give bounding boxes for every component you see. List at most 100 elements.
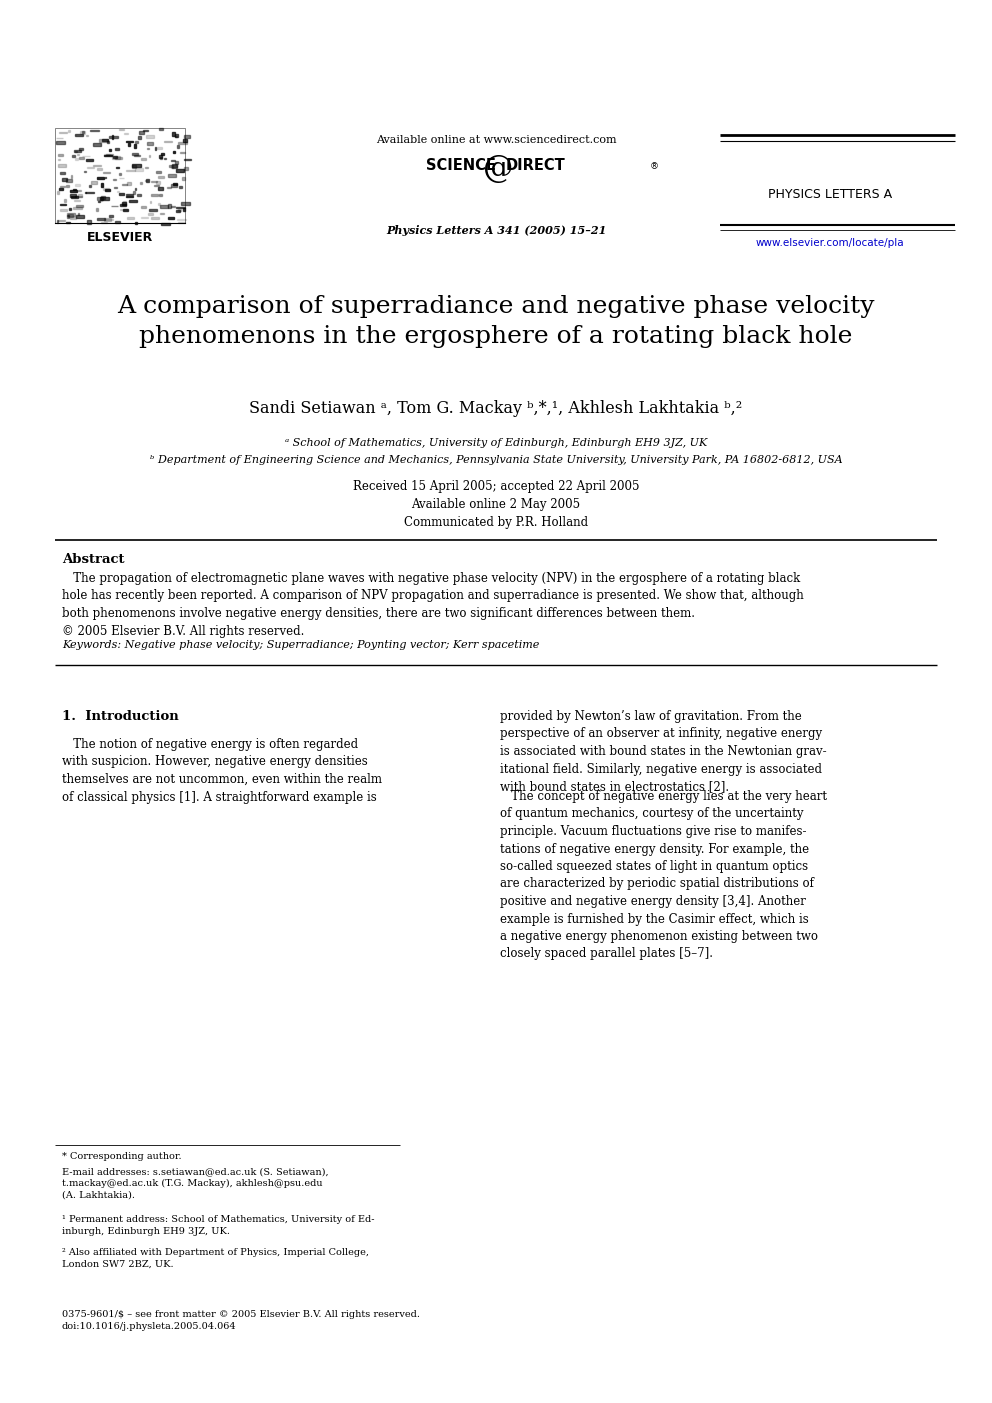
Polygon shape: [104, 219, 110, 220]
Text: Abstract: Abstract: [62, 553, 125, 565]
Text: A comparison of superradiance and negative phase velocity
phenomenons in the erg: A comparison of superradiance and negati…: [117, 295, 875, 348]
Polygon shape: [75, 133, 83, 136]
Polygon shape: [176, 209, 181, 212]
Polygon shape: [60, 188, 62, 191]
Polygon shape: [89, 185, 90, 187]
Polygon shape: [112, 156, 120, 159]
Polygon shape: [173, 184, 178, 185]
Polygon shape: [152, 194, 158, 196]
Polygon shape: [70, 175, 72, 178]
Polygon shape: [149, 209, 157, 210]
Text: ᵇ Department of Engineering Science and Mechanics, Pennsylvania State University: ᵇ Department of Engineering Science and …: [150, 455, 842, 464]
Polygon shape: [132, 166, 136, 168]
Polygon shape: [178, 219, 186, 220]
Polygon shape: [160, 154, 162, 157]
Polygon shape: [107, 140, 109, 143]
Polygon shape: [57, 191, 60, 195]
Polygon shape: [57, 220, 58, 223]
Text: Physics Letters A 341 (2005) 15–21: Physics Letters A 341 (2005) 15–21: [386, 224, 606, 236]
Polygon shape: [150, 201, 152, 203]
Text: Received 15 April 2005; accepted 22 April 2005: Received 15 April 2005; accepted 22 Apri…: [353, 480, 639, 492]
Polygon shape: [146, 180, 149, 182]
Polygon shape: [182, 202, 189, 205]
Polygon shape: [69, 209, 71, 210]
Polygon shape: [169, 216, 174, 219]
Text: Communicated by P.R. Holland: Communicated by P.R. Holland: [404, 516, 588, 529]
Polygon shape: [76, 215, 83, 217]
Text: Keywords: Negative phase velocity; Superradiance; Poynting vector; Kerr spacetim: Keywords: Negative phase velocity; Super…: [62, 640, 540, 650]
Polygon shape: [127, 182, 131, 185]
Text: Available online at www.sciencedirect.com: Available online at www.sciencedirect.co…: [376, 135, 616, 145]
Text: DIRECT: DIRECT: [506, 159, 565, 173]
Polygon shape: [101, 139, 108, 140]
Polygon shape: [134, 145, 136, 147]
Text: ᵃ School of Mathematics, University of Edinburgh, Edinburgh EH9 3JZ, UK: ᵃ School of Mathematics, University of E…: [285, 438, 707, 448]
Polygon shape: [179, 142, 186, 145]
Text: E-mail addresses: s.setiawan@ed.ac.uk (S. Setiawan),
t.mackay@ed.ac.uk (T.G. Mac: E-mail addresses: s.setiawan@ed.ac.uk (S…: [62, 1167, 328, 1200]
Polygon shape: [141, 182, 142, 184]
Polygon shape: [112, 136, 113, 139]
Polygon shape: [66, 215, 69, 219]
Polygon shape: [175, 161, 179, 164]
Text: ² Also affiliated with Department of Physics, Imperial College,
London SW7 2BZ, : ² Also affiliated with Department of Phy…: [62, 1249, 369, 1268]
Text: 0375-9601/$ – see front matter © 2005 Elsevier B.V. All rights reserved.
doi:10.: 0375-9601/$ – see front matter © 2005 El…: [62, 1310, 420, 1331]
Polygon shape: [63, 199, 66, 202]
Polygon shape: [73, 208, 82, 209]
Polygon shape: [139, 136, 141, 139]
Text: The notion of negative energy is often regarded
with suspicion. However, negativ: The notion of negative energy is often r…: [62, 738, 382, 804]
Polygon shape: [135, 188, 137, 189]
Text: 1.  Introduction: 1. Introduction: [62, 710, 179, 723]
Polygon shape: [159, 175, 164, 178]
Polygon shape: [182, 177, 186, 180]
Polygon shape: [133, 191, 136, 195]
Polygon shape: [132, 164, 141, 167]
Polygon shape: [59, 132, 66, 133]
Text: provided by Newton’s law of gravitation. From the
perspective of an observer at : provided by Newton’s law of gravitation.…: [500, 710, 826, 793]
Polygon shape: [86, 159, 93, 161]
Polygon shape: [115, 147, 119, 150]
Polygon shape: [59, 164, 65, 167]
Polygon shape: [103, 188, 109, 191]
Polygon shape: [179, 222, 186, 223]
Polygon shape: [154, 185, 159, 187]
Polygon shape: [109, 136, 118, 137]
Polygon shape: [173, 150, 176, 153]
Polygon shape: [184, 208, 186, 210]
Polygon shape: [179, 185, 182, 188]
Polygon shape: [58, 153, 63, 156]
Polygon shape: [129, 201, 137, 202]
Polygon shape: [135, 222, 137, 224]
Polygon shape: [123, 209, 128, 210]
Polygon shape: [141, 206, 146, 208]
Polygon shape: [146, 135, 154, 137]
Polygon shape: [74, 157, 77, 160]
Polygon shape: [177, 146, 179, 147]
Polygon shape: [66, 222, 70, 223]
Text: The concept of negative energy lies at the very heart
of quantum mechanics, cour: The concept of negative energy lies at t…: [500, 790, 827, 961]
Polygon shape: [57, 142, 64, 145]
Polygon shape: [97, 198, 103, 201]
Polygon shape: [128, 143, 130, 146]
Polygon shape: [70, 196, 77, 198]
Text: The propagation of electromagnetic plane waves with negative phase velocity (NPV: The propagation of electromagnetic plane…: [62, 572, 804, 637]
Polygon shape: [73, 189, 75, 191]
Polygon shape: [78, 157, 84, 159]
Text: PHYSICS LETTERS A: PHYSICS LETTERS A: [768, 188, 892, 201]
Polygon shape: [175, 133, 178, 136]
Polygon shape: [172, 164, 178, 168]
Polygon shape: [79, 147, 83, 150]
Polygon shape: [168, 174, 176, 177]
Polygon shape: [148, 213, 153, 215]
Polygon shape: [161, 205, 169, 208]
Polygon shape: [127, 217, 134, 219]
Polygon shape: [132, 153, 138, 156]
Polygon shape: [77, 213, 79, 215]
Polygon shape: [158, 203, 160, 205]
Polygon shape: [156, 147, 157, 150]
Polygon shape: [68, 213, 73, 216]
Polygon shape: [90, 181, 97, 184]
Polygon shape: [171, 184, 178, 187]
Polygon shape: [96, 208, 97, 212]
Polygon shape: [123, 201, 126, 203]
Polygon shape: [96, 219, 105, 220]
